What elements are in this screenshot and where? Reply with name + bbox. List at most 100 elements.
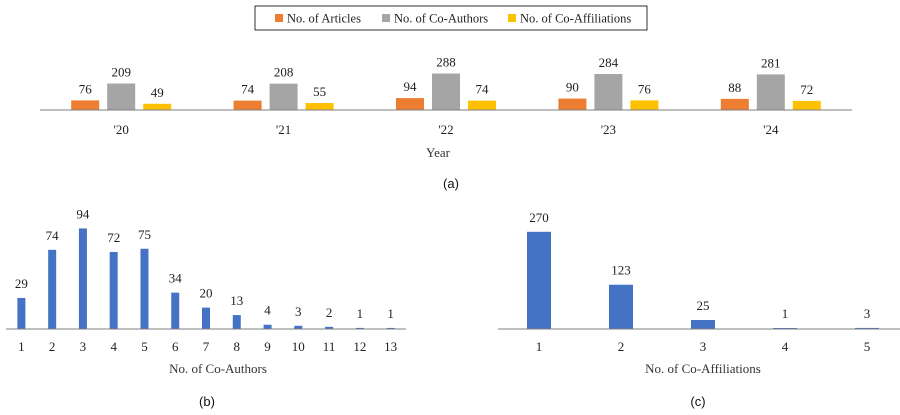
bar <box>233 100 262 110</box>
bar <box>720 98 749 110</box>
data-label: 20 <box>200 286 213 301</box>
data-label: 3 <box>864 306 871 321</box>
bar <box>386 327 395 329</box>
data-label: 209 <box>111 65 131 80</box>
bar <box>109 251 118 329</box>
legend-label-articles: No. of Articles <box>287 12 361 26</box>
legend-swatch-articles <box>275 14 283 22</box>
tick-label: 4 <box>110 339 117 354</box>
data-label: 284 <box>599 55 619 70</box>
caption-b: (b) <box>199 394 215 409</box>
chart-a-xlabel: Year <box>426 145 451 160</box>
bar <box>143 103 172 110</box>
bar <box>691 320 715 329</box>
bar <box>630 100 659 110</box>
data-label: 72 <box>800 82 813 97</box>
caption-a: (a) <box>443 176 459 191</box>
chart-b-xlabel: No. of Co-Authors <box>169 361 267 376</box>
data-label: 288 <box>436 55 456 70</box>
data-label: 29 <box>15 276 28 291</box>
tick-label: 2 <box>49 339 56 354</box>
legend-label-coaffiliations: No. of Co-Affiliations <box>520 12 631 26</box>
data-label: 270 <box>529 210 549 225</box>
bar <box>202 307 210 329</box>
data-label: 1 <box>782 306 789 321</box>
bar <box>609 284 633 329</box>
bar <box>594 74 623 110</box>
tick-label: 13 <box>384 339 397 354</box>
bar <box>527 231 551 329</box>
data-label: 123 <box>611 263 631 278</box>
tick-label: 1 <box>18 339 25 354</box>
tick-label: 12 <box>353 339 366 354</box>
tick-label: 7 <box>203 339 210 354</box>
bar <box>71 100 100 110</box>
data-label: 25 <box>697 298 710 313</box>
chart-c-xlabel: No. of Co-Affiliations <box>645 361 761 376</box>
bar <box>305 103 334 110</box>
data-label: 94 <box>76 206 90 221</box>
data-label: 1 <box>357 306 364 321</box>
data-label: 13 <box>230 293 243 308</box>
data-label: 34 <box>169 271 183 286</box>
bar <box>325 326 334 329</box>
tick-label: 2 <box>618 339 625 354</box>
chart-a-years: 76 209 49 '20 74 208 55 '21 94 288 74 '22 90 284 76 '23… <box>40 55 852 137</box>
tick-label: '21 <box>276 122 291 137</box>
bar <box>263 324 272 329</box>
data-label: 90 <box>566 80 579 95</box>
legend-label-coauthors: No. of Co-Authors <box>394 12 488 26</box>
tick-label: 9 <box>264 339 271 354</box>
tick-label: 1 <box>536 339 543 354</box>
tick-label: 5 <box>141 339 148 354</box>
bar <box>107 83 136 110</box>
data-label: 76 <box>638 81 652 96</box>
data-label: 72 <box>107 230 120 245</box>
bar <box>140 248 149 329</box>
data-label: 1 <box>387 306 394 321</box>
legend-swatch-coauthors <box>382 14 390 22</box>
bar <box>756 74 785 110</box>
data-label: 208 <box>274 65 294 80</box>
bar <box>48 249 57 329</box>
bar <box>468 100 496 110</box>
data-label: 75 <box>138 227 151 242</box>
data-label: 74 <box>476 82 490 97</box>
chart-c-coaffiliations: 270 1 123 2 25 3 1 4 3 5 <box>498 210 900 354</box>
legend-swatch-coaffiliations <box>508 14 516 22</box>
bar <box>171 292 180 329</box>
tick-label: 3 <box>80 339 87 354</box>
data-label: 74 <box>241 82 255 97</box>
tick-label: '20 <box>114 122 129 137</box>
caption-c: (c) <box>690 394 705 409</box>
legend: No. of Articles No. of Co-Authors No. of… <box>254 5 648 31</box>
data-label: 76 <box>79 81 93 96</box>
tick-label: '24 <box>763 122 779 137</box>
bar <box>17 297 26 329</box>
bar <box>294 325 303 329</box>
data-label: 88 <box>728 80 741 95</box>
data-label: 94 <box>404 79 418 94</box>
tick-label: 10 <box>292 339 305 354</box>
legend-frame <box>254 5 648 31</box>
bar <box>269 83 298 110</box>
bar <box>232 315 241 329</box>
bar <box>432 73 460 110</box>
bar <box>78 228 87 329</box>
data-label: 4 <box>264 303 271 318</box>
tick-label: '23 <box>601 122 616 137</box>
bar <box>792 100 821 110</box>
data-label: 49 <box>151 85 164 100</box>
tick-label: '22 <box>438 122 453 137</box>
tick-label: 4 <box>782 339 789 354</box>
data-label: 3 <box>295 304 302 319</box>
tick-label: 3 <box>700 339 707 354</box>
tick-label: 5 <box>864 339 871 354</box>
bar <box>396 98 424 110</box>
tick-label: 8 <box>234 339 241 354</box>
data-label: 74 <box>46 228 60 243</box>
tick-label: 11 <box>323 339 336 354</box>
data-label: 2 <box>326 305 333 320</box>
